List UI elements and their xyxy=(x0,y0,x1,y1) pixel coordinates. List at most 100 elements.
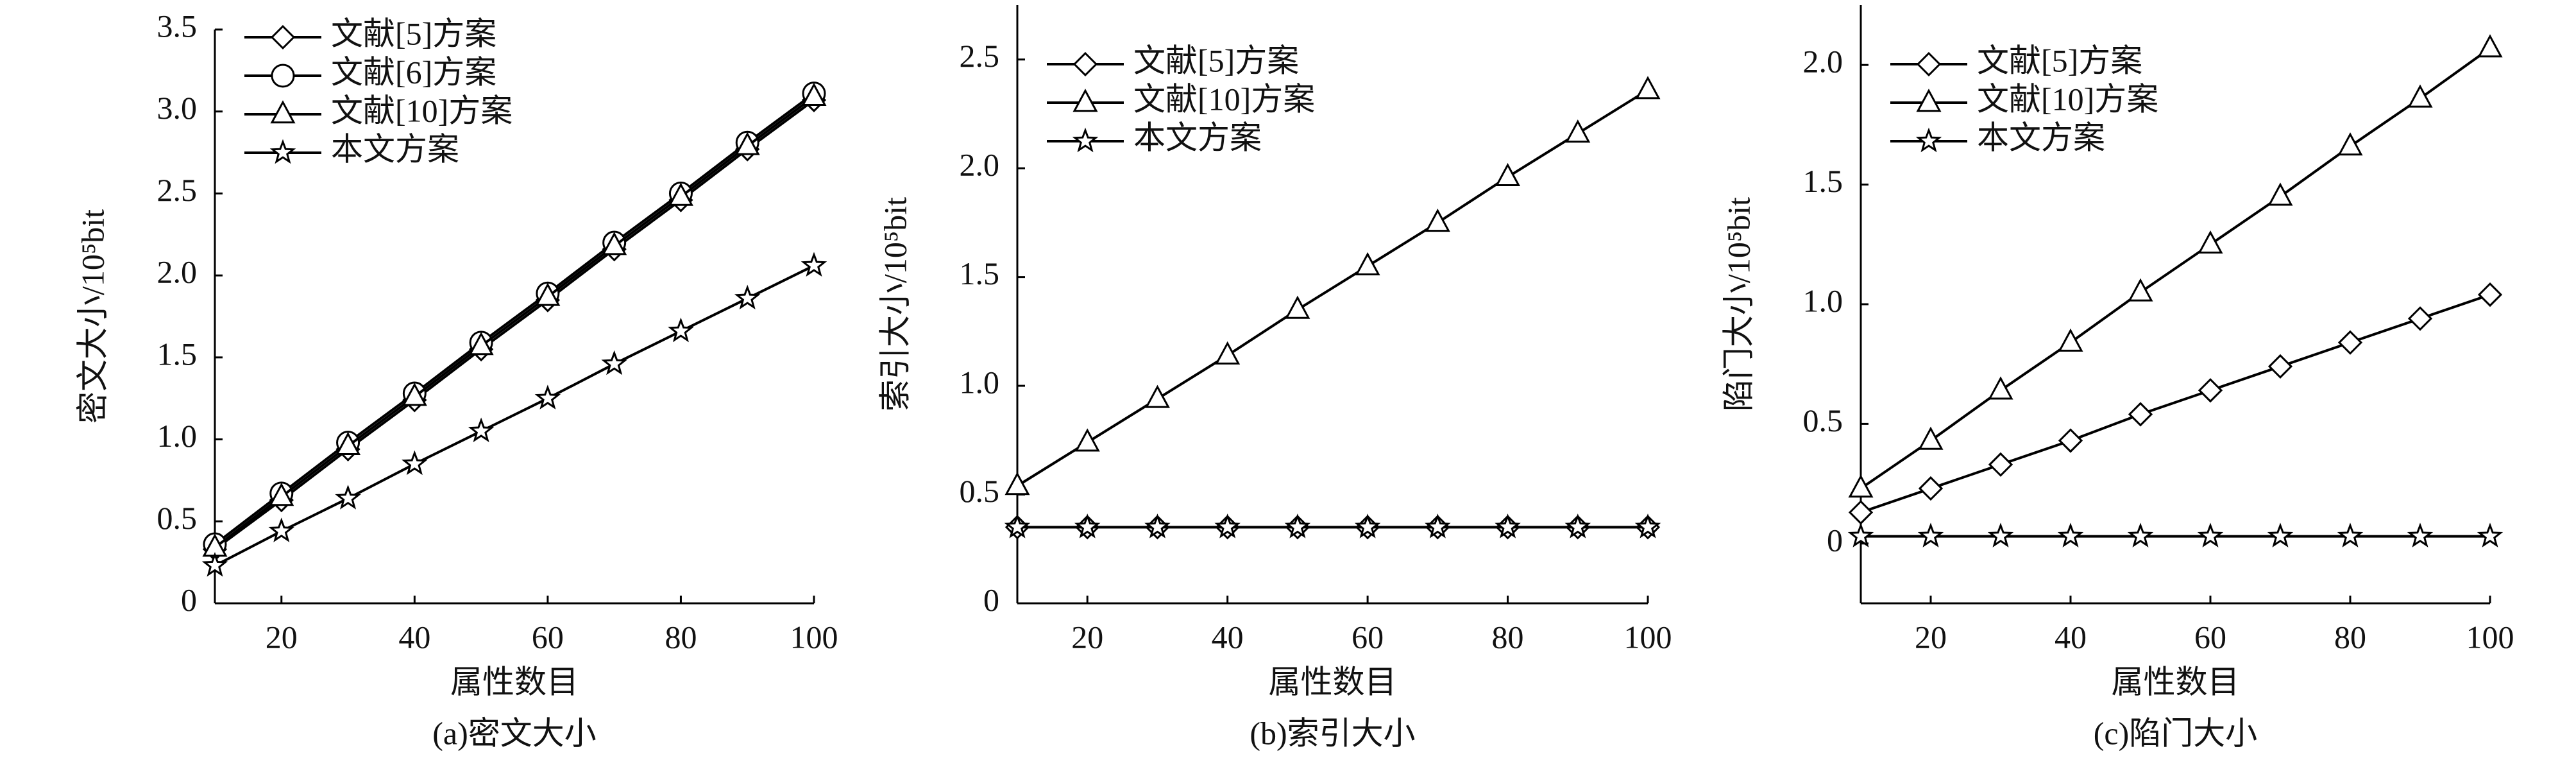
legend-label: 文献[6]方案 xyxy=(331,54,496,90)
marker xyxy=(1918,476,1944,501)
y-tick-label: 1.5 xyxy=(960,255,1000,291)
y-tick-label: 0.5 xyxy=(157,500,198,536)
x-tick-label: 100 xyxy=(790,619,838,655)
y-tick-label: 1.5 xyxy=(1803,163,1843,199)
x-tick-label: 40 xyxy=(398,619,430,655)
marker xyxy=(1988,376,2013,400)
marker xyxy=(2267,522,2294,547)
marker xyxy=(1425,513,1451,538)
x-tick-label: 60 xyxy=(1352,619,1384,655)
marker xyxy=(1564,513,1591,538)
legend-marker xyxy=(1072,127,1099,153)
marker xyxy=(2197,522,2224,547)
x-tick-label: 60 xyxy=(2194,619,2226,655)
series-line xyxy=(214,96,815,549)
x-tick-label: 60 xyxy=(532,619,564,655)
marker xyxy=(1634,513,1661,538)
marker xyxy=(1495,513,1521,538)
marker xyxy=(2337,522,2364,547)
marker xyxy=(801,82,827,106)
marker xyxy=(1425,209,1450,232)
legend-label: 文献[10]方案 xyxy=(1977,81,2158,117)
legend-label: 文献[5]方案 xyxy=(1977,42,2142,78)
marker xyxy=(1144,384,1170,408)
marker xyxy=(734,132,760,155)
marker xyxy=(1214,513,1241,538)
marker xyxy=(1004,472,1030,495)
legend-label: 文献[10]方案 xyxy=(1133,81,1315,117)
marker xyxy=(2407,84,2433,108)
marker xyxy=(734,284,761,310)
y-tick-label: 1.0 xyxy=(960,365,1000,401)
y-tick-label: 1.5 xyxy=(157,336,198,372)
marker xyxy=(1987,522,2014,547)
marker xyxy=(468,417,495,443)
marker xyxy=(2058,428,2083,453)
marker xyxy=(2267,182,2293,206)
marker xyxy=(1848,500,1874,525)
marker xyxy=(1847,522,1874,547)
y-tick-label: 0 xyxy=(983,581,999,617)
marker xyxy=(1285,295,1310,319)
legend-marker xyxy=(270,100,296,124)
legend-marker xyxy=(1916,51,1942,77)
marker xyxy=(2407,306,2433,331)
marker xyxy=(1354,513,1381,538)
marker xyxy=(2407,522,2434,547)
y-tick-label: 0.5 xyxy=(960,473,1000,509)
marker xyxy=(1284,513,1311,538)
caption: (a)密文大小 xyxy=(432,715,597,751)
legend-label: 本文方案 xyxy=(1133,119,1262,155)
legend-marker xyxy=(1916,89,1942,112)
marker xyxy=(534,384,561,409)
marker xyxy=(1917,522,1944,547)
y-axis-label: 陷门大小/10⁵bit xyxy=(1720,197,1756,411)
marker xyxy=(602,232,627,255)
marker xyxy=(2127,522,2154,547)
legend-label: 文献[5]方案 xyxy=(1133,42,1299,78)
marker xyxy=(1355,252,1380,275)
caption: (c)陷门大小 xyxy=(2094,715,2258,751)
series-line xyxy=(1860,293,2491,514)
x-tick-label: 40 xyxy=(2055,619,2087,655)
x-tick-label: 100 xyxy=(1624,619,1672,655)
y-axis-label: 密文大小/10⁵bit xyxy=(74,209,110,424)
x-tick-label: 40 xyxy=(1212,619,1244,655)
marker xyxy=(668,317,694,343)
marker xyxy=(268,517,295,542)
marker xyxy=(1144,513,1171,538)
marker xyxy=(2337,330,2363,355)
x-tick-label: 20 xyxy=(1915,619,1947,655)
y-tick-label: 2.0 xyxy=(157,254,198,290)
marker xyxy=(335,431,361,456)
marker xyxy=(2337,132,2363,156)
marker xyxy=(1074,428,1100,452)
marker xyxy=(2267,354,2293,379)
series-line xyxy=(1016,89,1649,487)
x-tick-label: 20 xyxy=(266,619,298,655)
marker xyxy=(2058,328,2083,352)
x-tick-label: 80 xyxy=(2334,619,2366,655)
marker xyxy=(1635,76,1661,99)
y-tick-label: 0.5 xyxy=(1803,402,1843,438)
x-tick-label: 20 xyxy=(1071,619,1103,655)
caption: (b)索引大小 xyxy=(1250,715,1415,751)
y-tick-label: 2.0 xyxy=(1803,44,1843,80)
series-line xyxy=(214,92,815,546)
series-line xyxy=(214,264,815,567)
x-tick-label: 80 xyxy=(665,619,697,655)
marker xyxy=(1988,452,2013,477)
marker xyxy=(1848,474,1874,498)
marker xyxy=(269,483,294,506)
x-axis-label: 属性数目 xyxy=(2112,664,2240,700)
marker xyxy=(2057,522,2084,547)
marker xyxy=(1004,513,1031,538)
marker xyxy=(201,551,228,577)
marker xyxy=(2198,230,2223,254)
y-tick-label: 3.0 xyxy=(157,90,198,126)
marker xyxy=(1074,513,1101,538)
legend-marker xyxy=(1072,89,1098,112)
x-axis-label: 属性数目 xyxy=(450,664,579,700)
marker xyxy=(2477,522,2504,547)
marker xyxy=(801,252,827,277)
